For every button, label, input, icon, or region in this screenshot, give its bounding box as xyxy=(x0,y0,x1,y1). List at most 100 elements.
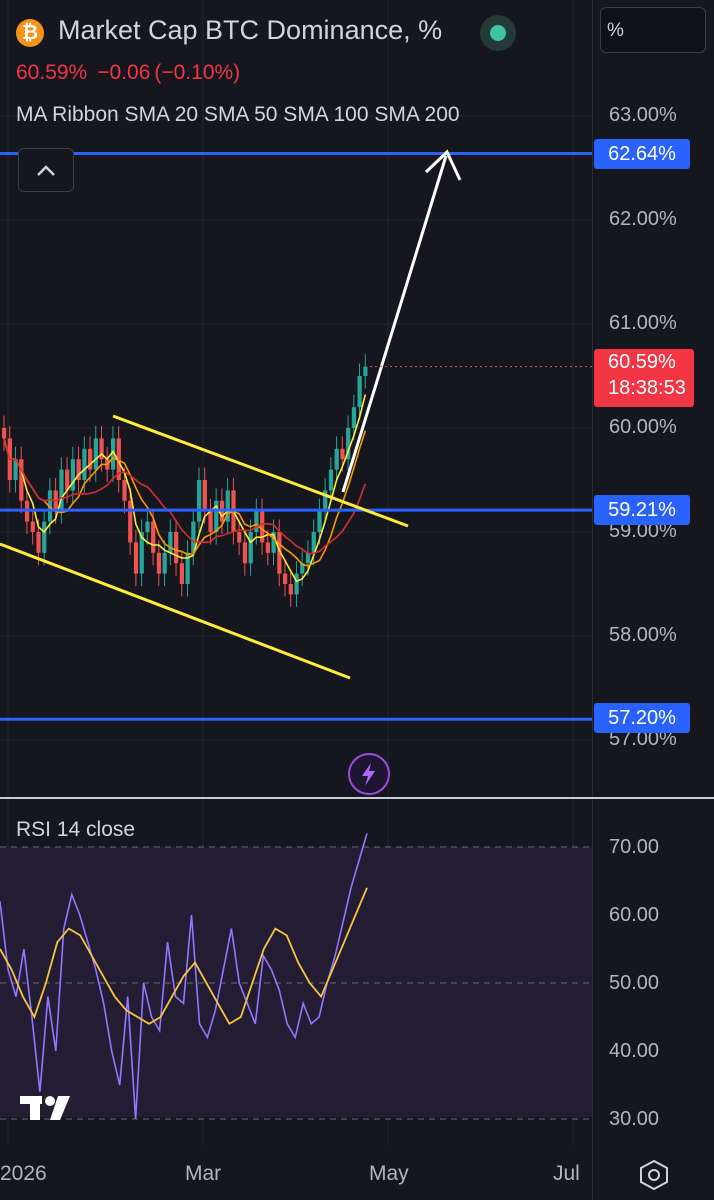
candle-body xyxy=(346,428,351,460)
pane-separator[interactable] xyxy=(0,797,714,799)
candle-body xyxy=(88,448,93,470)
candle-body xyxy=(185,552,190,584)
unit-selector[interactable]: % xyxy=(600,7,706,53)
candle-body xyxy=(323,490,328,512)
rsi-tick: 40.00 xyxy=(609,1040,660,1062)
rsi-tick: 70.00 xyxy=(609,836,660,858)
candle-body xyxy=(340,448,345,460)
price-axis-separator xyxy=(592,0,593,1200)
price-tick: 60.00% xyxy=(609,416,677,438)
candle-body xyxy=(300,563,305,574)
candle-body xyxy=(145,521,150,532)
candle-body xyxy=(110,438,116,470)
price-tick: 57.00% xyxy=(609,728,677,750)
candle-body xyxy=(294,573,299,595)
candle-body xyxy=(242,542,248,564)
candle-body xyxy=(317,511,322,532)
candle-body xyxy=(70,459,76,491)
candle-body xyxy=(282,573,288,584)
sma-ribbon xyxy=(3,394,367,583)
rsi-line xyxy=(0,833,368,1120)
settings-button[interactable] xyxy=(636,1158,672,1192)
candle-body xyxy=(265,542,271,553)
time-tick: Jul xyxy=(553,1162,580,1185)
candle-body xyxy=(271,532,276,553)
candle-body xyxy=(214,500,219,532)
sma-line xyxy=(3,438,367,555)
candle-body xyxy=(116,438,121,480)
indicator-legend[interactable]: MA Ribbon SMA 20 SMA 50 SMA 100 SMA 200 xyxy=(16,103,460,126)
candle-body xyxy=(139,532,144,574)
candle-body xyxy=(162,552,167,574)
settings-hexagon-icon xyxy=(640,1159,668,1191)
candle-body xyxy=(311,532,316,553)
tradingview-logo[interactable] xyxy=(18,1092,82,1124)
candle-body xyxy=(179,563,184,584)
candle-body xyxy=(277,532,282,574)
candle-body xyxy=(196,480,202,522)
candle-body xyxy=(288,584,293,595)
candle-body xyxy=(351,407,357,428)
price-tick: 61.00% xyxy=(609,312,677,334)
candle-body xyxy=(208,511,213,532)
candle-body xyxy=(363,366,368,376)
symbol-title[interactable]: Market Cap BTC Dominance, % xyxy=(58,15,443,45)
candle-body xyxy=(151,521,156,553)
rsi-legend[interactable]: RSI 14 close xyxy=(16,818,136,841)
candle-body xyxy=(357,376,362,408)
projection-arrow xyxy=(341,149,462,493)
channel-lower-line xyxy=(0,542,351,680)
bar-countdown: 18:38:53 xyxy=(608,377,686,399)
candle-body xyxy=(156,552,162,574)
last-price-value: 60.59% xyxy=(608,351,676,373)
lightning-icon xyxy=(362,763,375,786)
candle-body xyxy=(168,532,173,553)
price-tick: 62.00% xyxy=(609,208,677,230)
candle-body xyxy=(237,532,242,543)
change-pct: (−0.10%) xyxy=(154,61,241,84)
rsi-band xyxy=(0,847,592,1117)
candle-body xyxy=(2,428,7,439)
level-tag-lower[interactable]: 57.20% xyxy=(594,703,690,733)
rsi-tick: 30.00 xyxy=(609,1108,660,1130)
candle-body xyxy=(133,542,139,574)
price-tick: 63.00% xyxy=(609,104,677,126)
market-status-icon[interactable] xyxy=(480,15,516,51)
time-tick: Mar xyxy=(185,1162,222,1185)
candle-body xyxy=(202,480,207,512)
rsi-tick: 60.00 xyxy=(609,904,660,926)
candle-body xyxy=(19,459,24,501)
candle-body xyxy=(13,459,18,480)
change-abs: −0.06 xyxy=(97,61,151,84)
rsi-lines xyxy=(0,833,368,1120)
level-tag-upper[interactable]: 62.64% xyxy=(594,139,690,169)
candle-body xyxy=(174,532,179,564)
candle-body xyxy=(334,448,339,470)
candle-body xyxy=(82,448,87,480)
candle-body xyxy=(225,490,230,522)
price-change: 60.59% −0.06 (−0.10%) xyxy=(16,61,250,85)
price-gridlines xyxy=(0,115,592,741)
last-value: 60.59% xyxy=(16,61,88,84)
descending-channel xyxy=(0,414,409,680)
candle-body xyxy=(36,532,41,553)
bitcoin-icon: ₿ xyxy=(16,19,44,47)
sma-line xyxy=(3,394,367,583)
candles xyxy=(2,354,368,607)
lightning-button[interactable] xyxy=(348,753,390,795)
candle-body xyxy=(128,500,133,543)
horizontal-levels xyxy=(0,151,592,721)
collapse-legend-button[interactable] xyxy=(18,148,74,192)
candle-body xyxy=(191,521,196,553)
rsi-tick: 50.00 xyxy=(609,972,660,994)
time-tick: 2026 xyxy=(0,1162,47,1185)
candle-body xyxy=(65,469,70,491)
candle-body xyxy=(59,469,64,512)
candle-body xyxy=(99,438,104,460)
last-price-tag[interactable]: 60.59% 18:38:53 xyxy=(594,349,694,407)
candle-body xyxy=(30,521,35,532)
level-tag-mid[interactable]: 59.21% xyxy=(594,495,690,525)
time-tick: May xyxy=(369,1162,409,1185)
